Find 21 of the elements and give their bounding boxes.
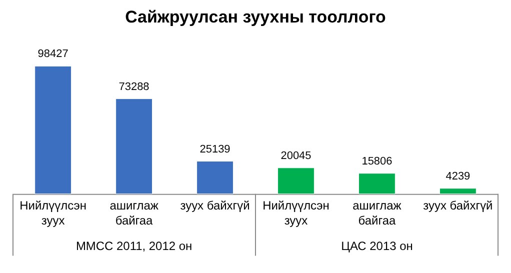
- bar: [196, 161, 234, 194]
- data-label: 25139: [200, 143, 230, 156]
- data-label: 98427: [38, 48, 68, 60]
- x-tick-label: ашиглаж байгаа: [110, 198, 158, 228]
- chart-title: Сайжруулсан зуухны тооллого: [125, 7, 386, 26]
- x-tick-label: зуух байхгүй: [423, 198, 493, 212]
- text: ЦАС 2013 он: [341, 238, 413, 253]
- x-tick-label: Нийлүүлсэн зуух: [20, 198, 86, 228]
- data-label: 73288: [118, 80, 150, 93]
- bar: [358, 173, 396, 194]
- bar: [278, 168, 314, 194]
- bar: [116, 98, 153, 194]
- bar: [439, 188, 476, 194]
- text: ММСС 2011, 2012 он: [76, 238, 192, 253]
- x-tick-label: ашиглаж байгаа: [352, 198, 402, 228]
- x-tick-label: зуух байхгүй: [180, 198, 250, 212]
- data-label: 15806: [362, 155, 392, 168]
- bar: [34, 66, 72, 194]
- x-tick-label: Нийлүүлсэн зуух: [262, 198, 330, 228]
- data-label: 20045: [280, 150, 312, 162]
- data-label: 4239: [446, 170, 470, 182]
